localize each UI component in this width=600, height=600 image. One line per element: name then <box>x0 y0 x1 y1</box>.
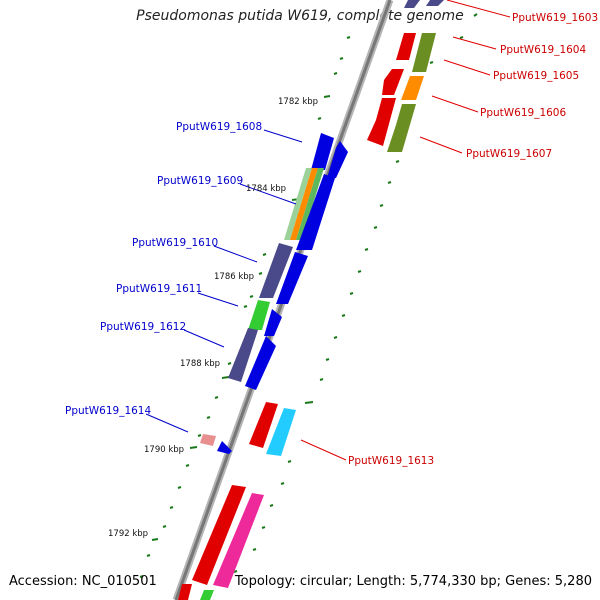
gene-label-1605[interactable]: PputW619_1605 <box>493 70 579 82</box>
gene-1605[interactable] <box>382 69 424 100</box>
gene-1610[interactable] <box>259 243 308 304</box>
gene-label-1613[interactable]: PputW619_1613 <box>348 455 434 467</box>
kbp-label-1792: 1792 kbp <box>108 529 148 539</box>
gene-label-1603[interactable]: PputW619_1603 <box>512 12 598 24</box>
gene-label-1606[interactable]: PputW619_1606 <box>480 107 566 119</box>
gene-label-1608[interactable]: PputW619_1608 <box>176 121 262 133</box>
kbp-label-1786: 1786 kbp <box>214 272 254 282</box>
gene-bottom-small[interactable] <box>178 584 214 600</box>
gene-label-1609[interactable]: PputW619_1609 <box>157 175 243 187</box>
kbp-label-1784: 1784 kbp <box>246 184 286 194</box>
gene-1612[interactable] <box>228 328 276 390</box>
gene-1603[interactable] <box>404 0 444 8</box>
gene-label-1604[interactable]: PputW619_1604 <box>500 44 586 56</box>
gene-label-1611[interactable]: PputW619_1611 <box>116 283 202 295</box>
genome-summary-text: Topology: circular; Length: 5,774,330 bp… <box>234 574 592 589</box>
gene-1604[interactable] <box>396 33 436 72</box>
gene-1608[interactable] <box>311 133 348 178</box>
gene-bottom-red[interactable] <box>192 485 246 585</box>
gene-label-1614[interactable]: PputW619_1614 <box>65 405 151 417</box>
gene-1609[interactable] <box>284 168 335 250</box>
accession-text: Accession: NC_010501 <box>9 574 157 589</box>
gene-label-1612[interactable]: PputW619_1612 <box>100 321 186 333</box>
inner-tick-track <box>139 36 351 578</box>
kbp-label-1788: 1788 kbp <box>180 359 220 369</box>
gene-label-1607[interactable]: PputW619_1607 <box>466 148 552 160</box>
kbp-label-1782: 1782 kbp <box>278 97 318 107</box>
gene-1613[interactable] <box>249 402 296 456</box>
gene-1606-1607[interactable] <box>367 98 416 152</box>
gene-label-1610[interactable]: PputW619_1610 <box>132 237 218 249</box>
gene-1614[interactable] <box>200 434 232 454</box>
label-leader-lines <box>145 0 511 461</box>
kbp-label-1790: 1790 kbp <box>144 445 184 455</box>
gene-1611[interactable] <box>248 300 282 336</box>
gene-bottom-pink[interactable] <box>213 493 264 588</box>
outer-tick-track <box>233 13 478 573</box>
